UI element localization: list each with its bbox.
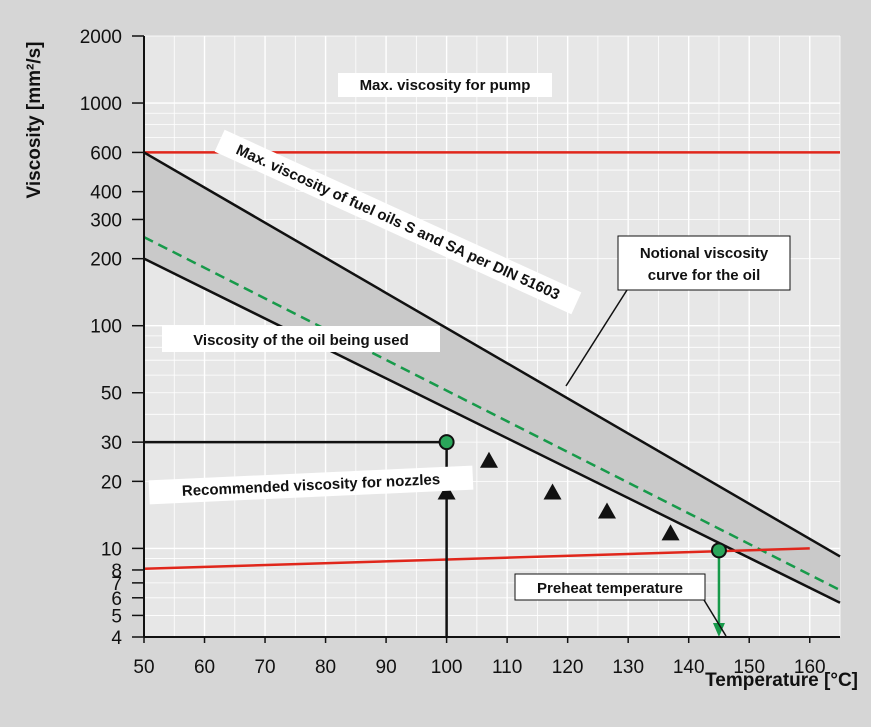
y-tick-label: 2000 [80, 27, 122, 48]
y-tick-label: 300 [90, 210, 122, 231]
pump-label-box [338, 73, 552, 97]
x-tick-label: 160 [794, 657, 826, 678]
notional-curve-line [143, 235, 841, 592]
y-tick-label: 10 [101, 539, 122, 560]
x-tick-labels: 50 60 70 80 90 100 110 120 130 140 150 160 [133, 637, 826, 678]
y-tick-label: 100 [90, 317, 122, 338]
x-tick-label: 70 [254, 657, 275, 678]
x-tick-label: 90 [376, 657, 397, 678]
y-tick-label: 50 [101, 384, 122, 405]
triangle-marker [661, 524, 680, 541]
viscosity-band [144, 152, 840, 603]
triangle-marker [543, 483, 562, 500]
triangle-markers [479, 451, 680, 541]
y-tick-label: 30 [101, 433, 122, 454]
y-tick-label: 5 [111, 606, 122, 627]
din-max-line [143, 151, 841, 558]
x-tick-label: 100 [431, 657, 463, 678]
oil-used-label-box [162, 326, 440, 352]
circle-points [438, 434, 727, 559]
y-tick-label: 600 [90, 143, 122, 164]
din-label-box [214, 129, 582, 315]
pump-label: Max. viscosity for pump [360, 77, 531, 94]
notional-label-line2: curve for the oil [648, 267, 761, 284]
x-tick-label: 140 [673, 657, 705, 678]
y-tick-label: 7 [111, 574, 122, 595]
preheat-arrowhead [712, 623, 725, 637]
x-tick-label: 130 [612, 657, 644, 678]
nozzle-line [143, 547, 810, 571]
x-tick-label: 60 [194, 657, 215, 678]
preheat-label: Preheat temperature [537, 580, 683, 597]
y-tick-label: 1000 [80, 94, 122, 115]
axes [143, 36, 840, 638]
up-arrowhead [437, 483, 456, 500]
y-axis-title: Viscosity [mm²/s] [24, 42, 45, 199]
notional-leader [565, 289, 628, 387]
y-tick-label: 20 [101, 472, 122, 493]
notional-label-line1: Notional viscosity [640, 245, 769, 262]
y-tick-label: 4 [111, 628, 122, 649]
x-tick-label: 50 [133, 657, 154, 678]
x-tick-label: 80 [315, 657, 336, 678]
preheat-label-box [514, 573, 706, 601]
notional-label-box [617, 235, 791, 291]
x-tick-label: 120 [552, 657, 584, 678]
operating-point [438, 434, 455, 451]
nozzles-label-box [148, 465, 474, 505]
y-tick-label: 200 [90, 250, 122, 271]
oil-used-label: Viscosity of the oil being used [193, 332, 409, 349]
operating-point [710, 542, 727, 559]
y-tick-label: 400 [90, 183, 122, 204]
x-axis-title: Temperature [°C] [705, 670, 858, 691]
triangle-marker [479, 451, 498, 468]
y-tick-label: 6 [111, 589, 122, 610]
x-tick-label: 150 [733, 657, 765, 678]
preheat-leader [703, 599, 727, 637]
triangle-marker [597, 502, 616, 519]
y-tick-label: 8 [111, 561, 122, 582]
x-tick-label: 110 [492, 657, 522, 678]
